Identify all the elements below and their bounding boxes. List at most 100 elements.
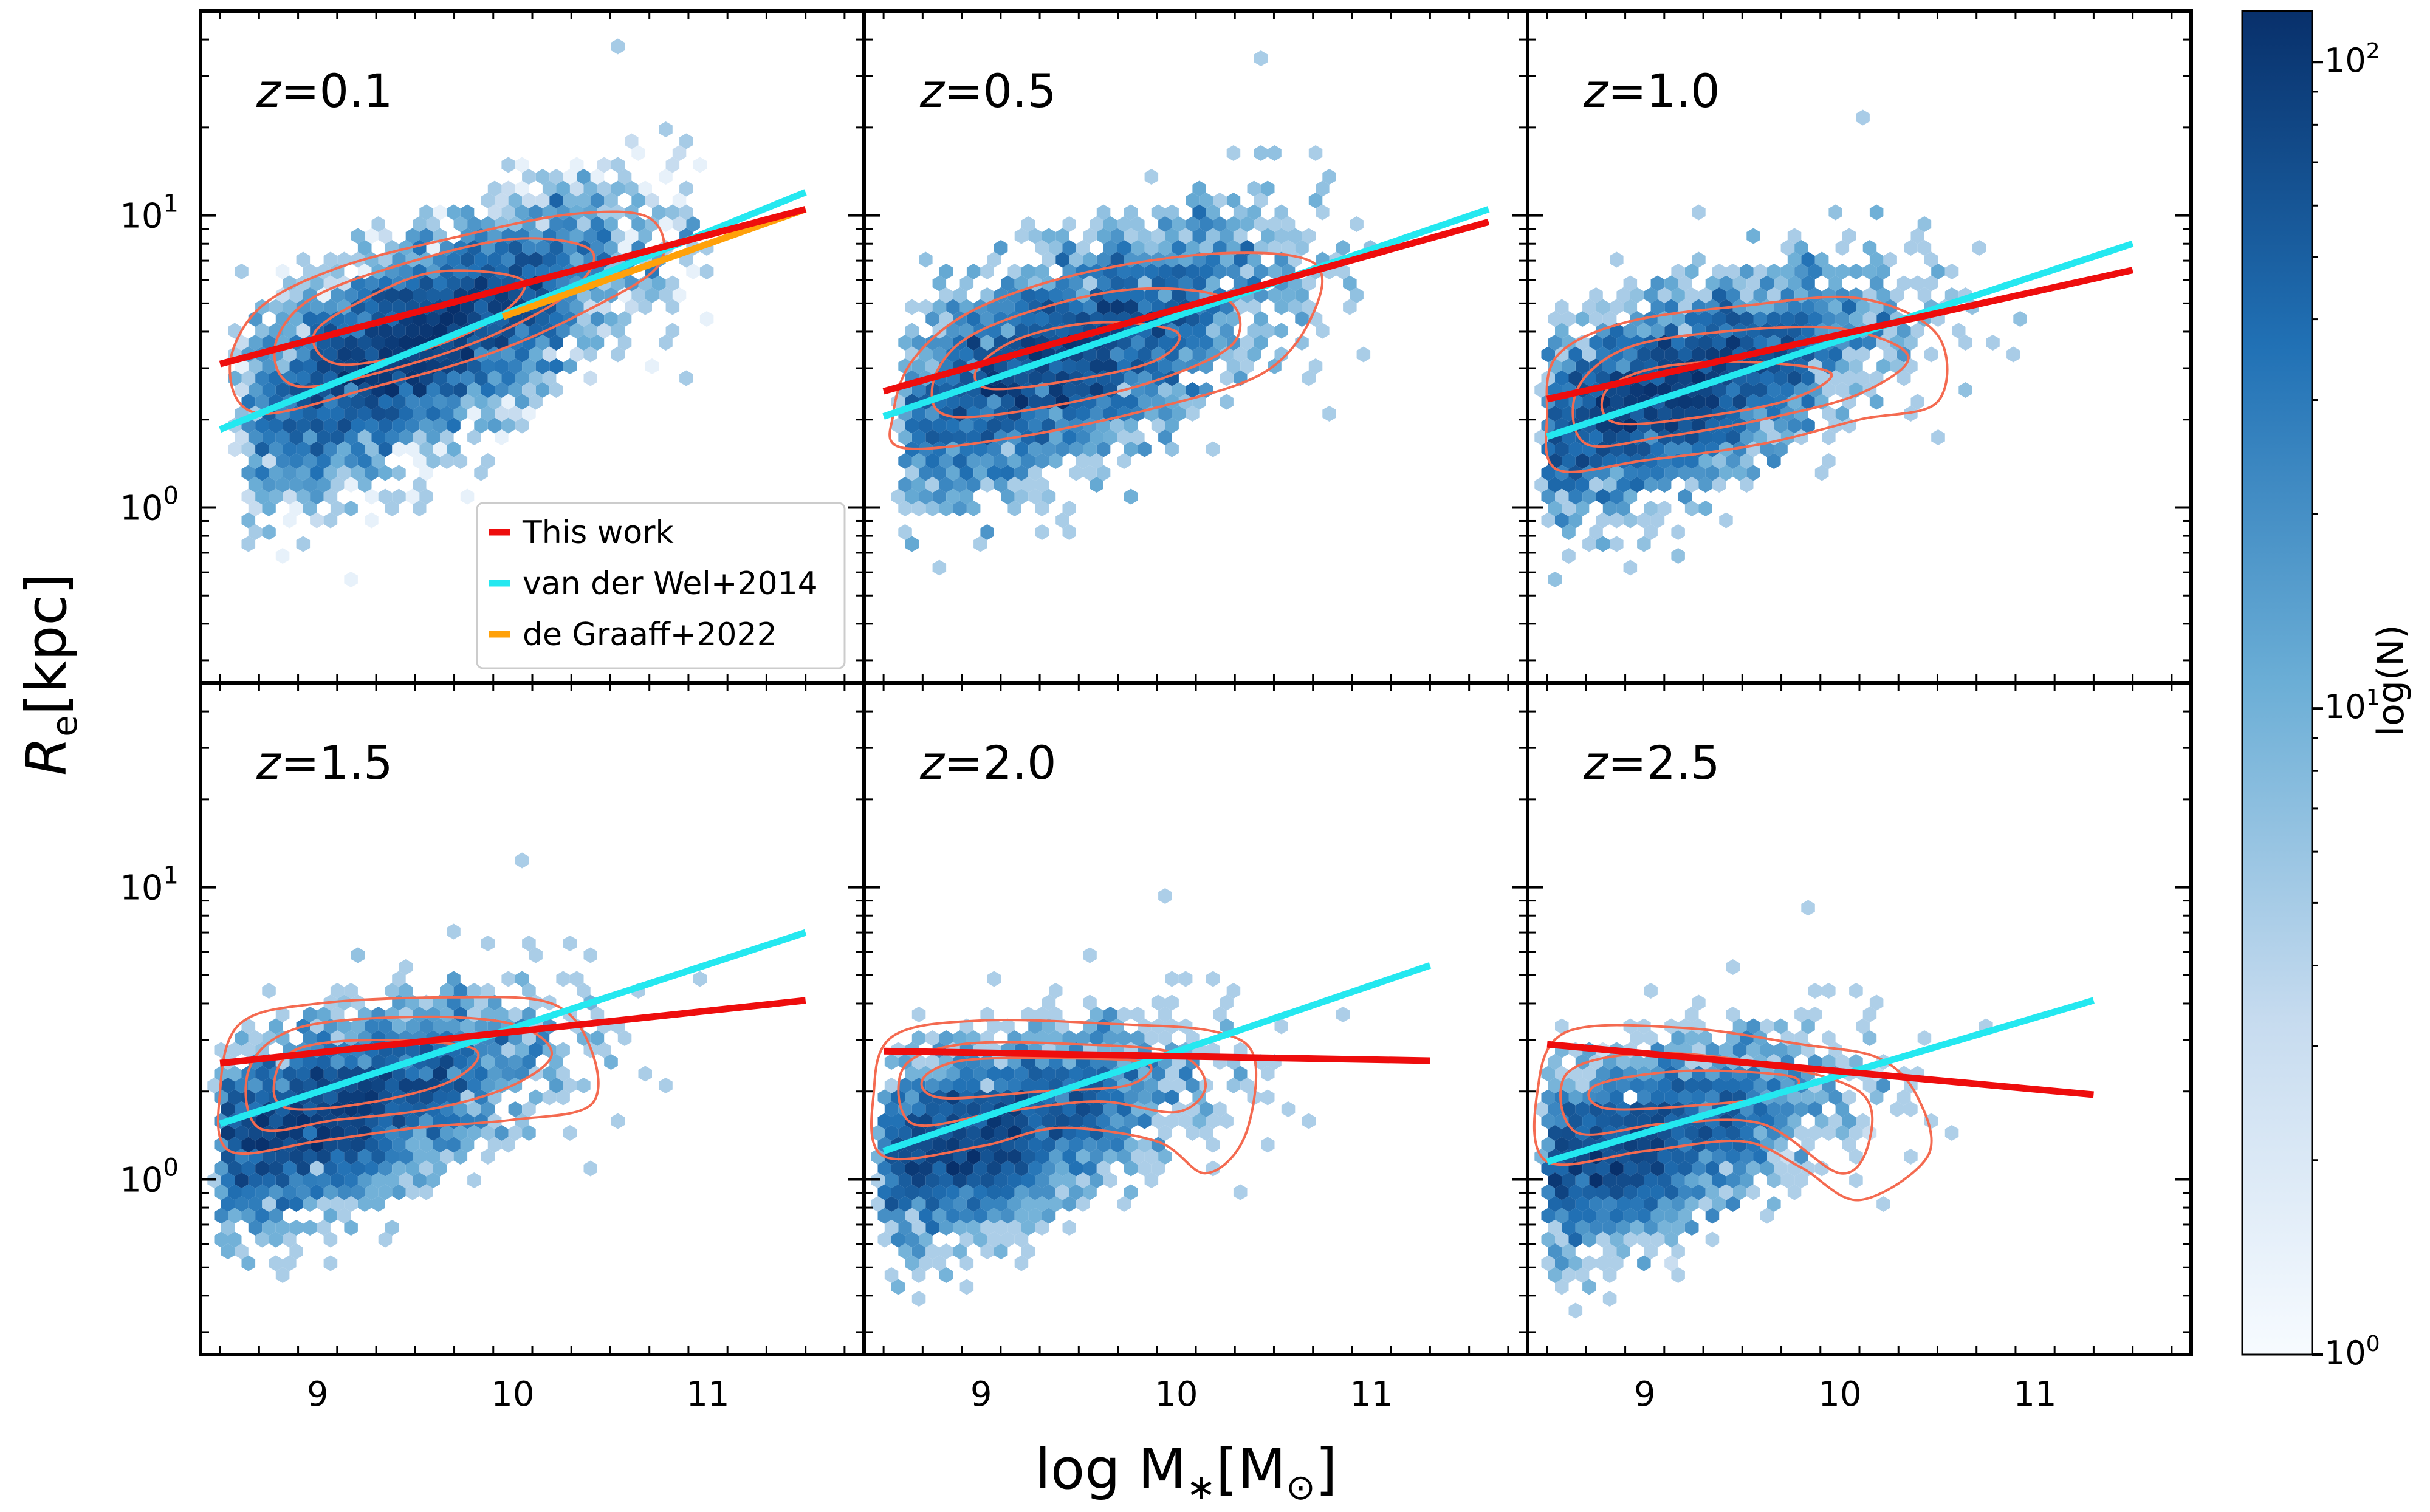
hexbin-cell	[1541, 488, 1555, 505]
hexbin-cell	[1295, 240, 1309, 256]
panel-2: z=0.5	[862, 9, 1529, 685]
hexbin-cell	[1664, 1231, 1678, 1248]
hexbin-cell	[611, 157, 625, 173]
hexbin-cell	[905, 1066, 919, 1082]
hexbin-cell	[419, 1113, 433, 1129]
hexbin-density	[207, 852, 707, 1283]
hexbin-cell	[365, 465, 379, 481]
hexbin-cell	[522, 983, 536, 999]
hexbin-cell	[1623, 1208, 1638, 1224]
hexbin-cell	[1732, 275, 1747, 292]
hexbin-cell	[269, 488, 283, 505]
hexbin-cell	[357, 406, 372, 422]
hexbin-cell	[1692, 465, 1706, 481]
hexbin-cell	[1055, 512, 1069, 529]
hexbin-cell	[1610, 251, 1624, 268]
hexbin-cell	[228, 1042, 242, 1058]
hexbin-cell	[392, 971, 406, 987]
hexbin-cell	[1014, 394, 1029, 410]
hexbin-cell	[1288, 228, 1302, 244]
hexbin-cell	[1719, 512, 1733, 529]
hexbin-cell	[932, 1137, 947, 1153]
hexbin-cell	[495, 193, 509, 208]
hexbin-cell	[1151, 1160, 1165, 1177]
hexbin-cell	[1281, 216, 1296, 232]
hexbin-cell	[1801, 417, 1815, 434]
hexbin-cell	[1117, 1007, 1131, 1022]
hexbin-cell	[884, 1054, 899, 1070]
hexbin-cell	[1028, 370, 1042, 386]
hexbin-cell	[1562, 453, 1576, 469]
hexbin-cell	[939, 264, 953, 279]
hexbin-cell	[275, 406, 290, 422]
hexbin-cell	[1124, 204, 1138, 221]
hexbin-cell	[460, 1137, 475, 1153]
hexbin-cell	[2013, 311, 2027, 327]
hexbin-cell	[1726, 959, 1740, 975]
hexbin-cell	[1568, 1302, 1583, 1319]
hexbin-cell	[399, 264, 413, 279]
hexbin-cell	[1110, 1018, 1124, 1035]
hexbin-cell	[1028, 1018, 1042, 1035]
hexbin-cell	[1678, 417, 1692, 434]
hexbin-cell	[1144, 264, 1159, 279]
hexbin-cell	[1732, 1184, 1747, 1200]
hexbin-cell	[1869, 370, 1884, 386]
hexbin-cell	[317, 1172, 331, 1188]
hexbin-cell	[665, 204, 680, 221]
hexbin-cell	[987, 1018, 1001, 1035]
hexbin-cell	[939, 287, 953, 303]
hexbin-cell	[1732, 394, 1747, 410]
hexbin-cell	[1083, 1137, 1097, 1153]
hexbin-cell	[898, 1172, 912, 1188]
hexbin-cell	[344, 477, 358, 493]
hexbin-cell	[1644, 1220, 1658, 1236]
hexbin-cell	[1842, 346, 1856, 363]
hexbin-cell	[1076, 1030, 1090, 1046]
hexbin-cell	[481, 1125, 495, 1141]
hexbin-cell	[1021, 453, 1035, 469]
hexbin-cell	[959, 1184, 974, 1200]
hexbin-cell	[1849, 311, 1863, 327]
hexbin-cell	[344, 453, 358, 469]
hexbin-cell	[235, 1172, 249, 1188]
hexbin-cell	[330, 1125, 345, 1141]
hexbin-cell	[1103, 1007, 1117, 1022]
hexbin-cell	[1035, 1007, 1049, 1022]
hexbin-cell	[248, 382, 263, 398]
hexbin-cell	[1090, 406, 1103, 422]
hexbin-cell	[1732, 1066, 1747, 1082]
hexbin-cell	[1220, 370, 1234, 386]
hexbin-cell	[275, 1030, 290, 1046]
hexbin-cell	[966, 1101, 981, 1117]
hexbin-cell	[1007, 1149, 1021, 1165]
hexbin-cell	[1664, 299, 1678, 315]
hexbin-cell	[1671, 1078, 1685, 1093]
hexbin-cell	[959, 1255, 974, 1271]
hexbin-cell	[255, 1089, 269, 1106]
hexbin-cell	[378, 323, 393, 339]
hexbin-cell	[351, 465, 365, 481]
hexbin-cell	[275, 264, 290, 279]
hexbin-cell	[365, 417, 379, 434]
hexbin-cell	[1186, 264, 1200, 279]
hexbin-cell	[1712, 1149, 1726, 1165]
hexbin-cell	[1138, 228, 1152, 244]
hexbin-cell	[1213, 216, 1227, 232]
legend-label: de Graaff+2022	[523, 617, 777, 653]
hexbin-cell	[1814, 299, 1829, 315]
hexbin-cell	[522, 406, 536, 422]
hexbin-cell	[1760, 370, 1774, 386]
hexbin-cell	[269, 1208, 283, 1224]
hexbin-cell	[1096, 465, 1111, 481]
hexbin-cell	[1007, 1196, 1021, 1212]
hexbin-cell	[1090, 1101, 1103, 1117]
hexbin-cell	[1705, 299, 1720, 315]
hexbin-cell	[1684, 1220, 1699, 1236]
hexbin-cell	[1336, 1007, 1350, 1022]
hexbin-cell	[1541, 441, 1555, 457]
axis-labels: Re[kpc] log M∗[M⊙]	[14, 573, 1337, 1508]
hexbin-cell	[1103, 1149, 1117, 1165]
hexbin-cell	[1794, 1030, 1808, 1046]
hexbin-cell	[495, 1125, 509, 1141]
